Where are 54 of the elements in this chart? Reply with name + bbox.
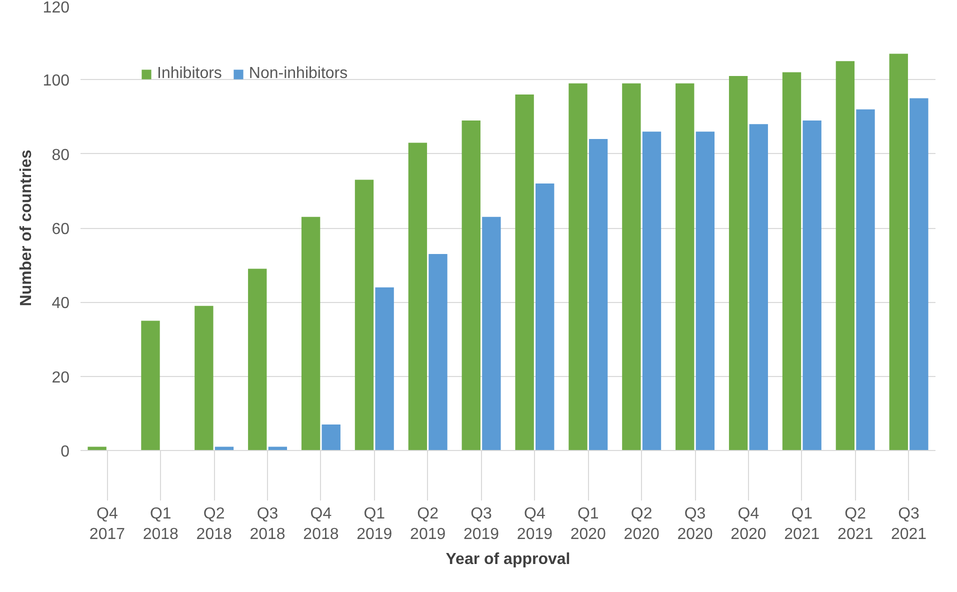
x-tick-label: Q2 2019 [410,506,446,543]
x-tick-label: Q1 2018 [142,506,179,543]
bar [676,83,694,450]
x-tick-label: Q3 2018 [250,506,286,543]
x-tick-label: Q2 2021 [838,506,874,543]
bar [375,287,394,450]
x-tick-label: Q3 2019 [463,506,500,543]
y-tick-label: 0 [60,444,70,460]
x-tick-label: Q4 2020 [730,506,766,543]
bar [428,254,448,450]
y-tick-label: 120 [42,0,70,16]
bar [301,216,320,450]
bar [696,132,715,450]
bar [622,83,641,450]
bar [141,320,160,450]
bar [782,72,802,450]
x-tick-label: Q4 2019 [516,506,553,543]
x-tick-label: Q1 2019 [356,506,392,543]
bar [248,268,267,450]
bar [462,120,480,450]
y-tick-label: 100 [42,72,70,90]
bar [836,61,855,450]
bar [642,132,662,450]
bar [749,124,768,450]
x-tick-label: Q2 2018 [196,506,232,543]
x-axis-title: Year of approval [446,550,570,568]
bar [856,109,875,450]
bar [889,54,908,450]
bar [515,94,534,450]
bar [322,424,340,450]
bar [536,184,554,450]
bar [728,76,748,450]
bar [482,216,501,450]
y-axis-title: Number of countries [18,150,35,306]
y-tick-label: 60 [52,221,70,238]
legend-label: Inhibitors [157,65,222,83]
y-tick-label: 20 [52,369,70,386]
x-tick-label: Q1 2021 [784,506,820,543]
bar [910,98,928,450]
y-tick-label: 40 [52,295,70,312]
bar [408,142,428,450]
bar [354,180,374,450]
x-tick-label: Q3 2021 [890,506,927,543]
x-tick-label: Q3 2020 [677,506,713,543]
bar [568,83,588,450]
x-tick-label: Q2 2020 [624,506,660,543]
x-tick-label: Q1 2020 [570,506,606,543]
x-tick-label: Q4 2018 [303,506,339,543]
bar [194,306,214,450]
bar [588,139,608,450]
x-tick-label: Q4 2017 [89,506,126,543]
legend-label: Non-inhibitors [248,65,348,83]
y-tick-label: 80 [52,146,70,164]
bar [802,120,822,450]
